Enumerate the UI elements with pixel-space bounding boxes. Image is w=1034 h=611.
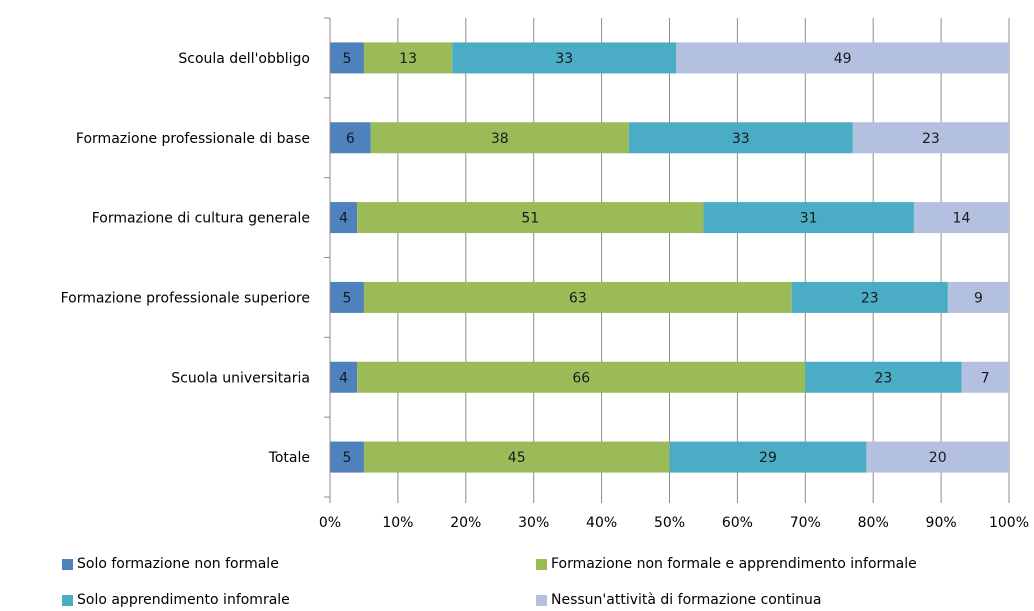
legend-swatch [62, 558, 73, 570]
legend-swatch [62, 594, 73, 606]
bar-segment [330, 361, 358, 393]
data-label: 49 [834, 51, 852, 67]
bar-segment [357, 361, 806, 393]
legend-item-solo-apprendimento-informale: Solo apprendimento infomrale [62, 592, 290, 608]
legend-item-nessuna-attivita: Nessun'attività di formazione continua [536, 592, 821, 608]
category-label: Formazione professionale di base [76, 131, 310, 147]
bar-segment [669, 441, 867, 473]
data-label: 13 [399, 51, 417, 67]
category-label: Totale [268, 450, 310, 466]
data-label: 63 [569, 290, 587, 306]
data-label: 38 [491, 131, 509, 147]
category-label: Formazione professionale superiore [61, 290, 310, 306]
legend-item-formazione-non-formale-informale: Formazione non formale e apprendimento i… [536, 556, 917, 572]
x-tick-label: 100% [989, 515, 1029, 531]
x-tick-label: 90% [926, 515, 957, 531]
bar-segment [363, 281, 792, 313]
legend: Solo formazione non formale Formazione n… [0, 540, 1034, 610]
data-label: 23 [874, 370, 892, 386]
bar-segment [363, 441, 670, 473]
x-tick-label: 70% [790, 515, 821, 531]
x-tick-label: 50% [654, 515, 685, 531]
x-tick-label: 80% [858, 515, 889, 531]
bar-segment [805, 361, 962, 393]
data-label: 23 [861, 290, 879, 306]
legend-item-solo-formazione-non-formale: Solo formazione non formale [62, 556, 279, 572]
bar-segment [452, 42, 677, 74]
category-label: Scoula dell'obbligo [178, 51, 310, 67]
bar-segment [330, 441, 364, 473]
bar-segment [370, 122, 629, 154]
category-label: Scuola universitaria [171, 370, 310, 386]
data-label: 4 [339, 370, 348, 386]
bar-segment [676, 42, 1009, 74]
x-tick-label: 20% [450, 515, 481, 531]
x-tick-label: 0% [319, 515, 341, 531]
data-label: 31 [800, 211, 818, 227]
bar-segment [330, 202, 358, 234]
data-label: 5 [343, 51, 352, 67]
x-tick-label: 10% [382, 515, 413, 531]
data-label: 9 [974, 290, 983, 306]
data-label: 33 [555, 51, 573, 67]
bar-segment [628, 122, 853, 154]
data-label: 4 [339, 211, 348, 227]
bar-segment [330, 42, 364, 74]
legend-label: Nessun'attività di formazione continua [551, 592, 822, 608]
data-label: 23 [922, 131, 940, 147]
bar-segment [703, 202, 914, 234]
bar-segment [852, 122, 1009, 154]
bar-segment [791, 281, 948, 313]
legend-swatch [536, 594, 547, 606]
data-label: 33 [732, 131, 750, 147]
bar-segment [913, 202, 1009, 234]
bars [330, 42, 1009, 473]
labels: 0% 10% 20% 30% 40% 50% 60% 70% 80% 90% 100%5 13 33 49… [61, 51, 1029, 531]
bar-segment [866, 441, 1009, 473]
x-tick-label: 40% [586, 515, 617, 531]
axes [324, 17, 1010, 503]
data-label: 66 [572, 370, 590, 386]
data-label: 5 [343, 450, 352, 466]
legend-swatch [536, 558, 547, 570]
category-label: Formazione di cultura generale [92, 211, 310, 227]
bar-segment [961, 361, 1009, 393]
data-label: 45 [508, 450, 526, 466]
bar-segment [330, 281, 364, 313]
gridlines [397, 18, 1010, 497]
bar-segment [357, 202, 704, 234]
legend-label: Solo formazione non formale [77, 556, 279, 572]
bar-segment [363, 42, 453, 74]
data-label: 7 [981, 370, 990, 386]
legend-label: Formazione non formale e apprendimento i… [551, 556, 917, 572]
data-label: 5 [343, 290, 352, 306]
bar-segment [330, 122, 371, 154]
x-tick-label: 60% [722, 515, 753, 531]
data-label: 51 [521, 211, 539, 227]
x-tick-label: 30% [518, 515, 549, 531]
data-label: 14 [953, 211, 971, 227]
data-label: 29 [759, 450, 777, 466]
legend-label: Solo apprendimento infomrale [77, 592, 290, 608]
bar-segment [947, 281, 1009, 313]
data-label: 20 [929, 450, 947, 466]
data-label: 6 [346, 131, 355, 147]
